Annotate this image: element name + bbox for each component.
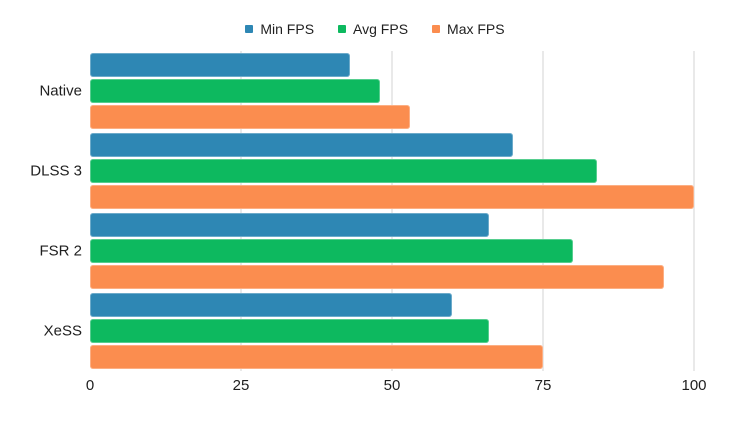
bar-dlss-3-avg-fps [90,159,598,183]
bar-xess-max-fps [90,345,543,369]
gridline-75 [542,51,544,371]
bar-dlss-3-min-fps [90,133,513,157]
legend-item-min-fps: Min FPS [245,22,314,36]
gridline-25 [240,51,242,371]
x-tick-label-75: 75 [534,377,552,394]
bar-fsr-2-max-fps [90,265,664,289]
x-tick-label-100: 100 [681,377,707,394]
legend-marker-min-fps [245,25,254,33]
x-tick-label-50: 50 [383,377,401,394]
category-label-fsr-2: FSR 2 [39,242,82,260]
category-label-native: Native [39,82,82,100]
legend-label: Avg FPS [353,21,409,37]
bar-fsr-2-min-fps [90,213,489,237]
legend-label: Max FPS [447,21,505,37]
legend-marker-max-fps [432,25,441,33]
x-tick-label-0: 0 [85,377,95,394]
chart-legend: Min FPS Avg FPS Max FPS [0,20,750,38]
legend-item-avg-fps: Avg FPS [338,22,408,36]
bar-xess-avg-fps [90,319,489,343]
x-tick-label-25: 25 [232,377,250,394]
legend-label: Min FPS [260,21,315,37]
bar-native-avg-fps [90,79,380,103]
category-label-dlss-3: DLSS 3 [30,162,82,180]
bar-fsr-2-avg-fps [90,239,574,263]
bar-dlss-3-max-fps [90,185,694,209]
gridline-50 [391,51,393,371]
bar-native-max-fps [90,105,411,129]
bar-xess-min-fps [90,293,453,317]
legend-item-max-fps: Max FPS [432,22,505,36]
bar-native-min-fps [90,53,350,77]
legend-marker-avg-fps [338,25,347,33]
category-label-xess: XeSS [43,322,82,340]
gridline-100 [693,51,695,371]
